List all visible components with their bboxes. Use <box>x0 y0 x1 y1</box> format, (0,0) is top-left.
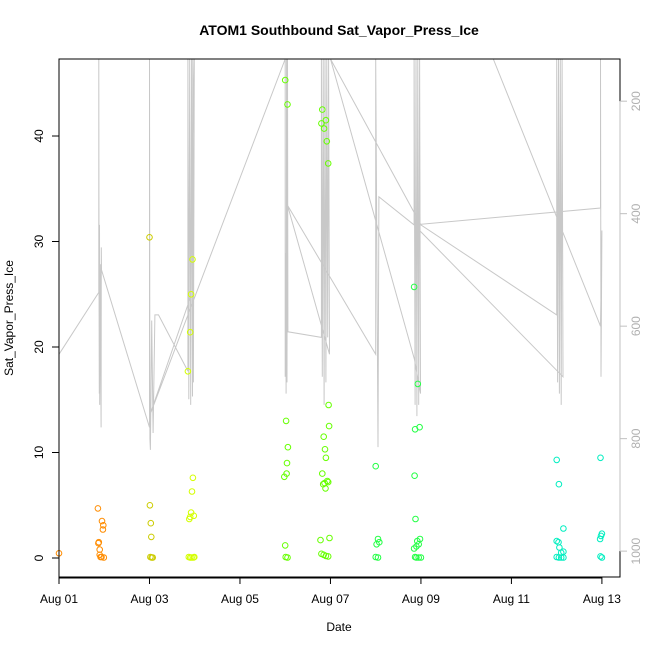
scatter-point <box>318 120 325 127</box>
y-tick-label: 40 <box>32 129 46 143</box>
x-tick-label: Aug 03 <box>130 592 168 606</box>
scatter-point <box>281 473 288 481</box>
pressure-line-layer <box>58 58 603 450</box>
scatter-point <box>322 485 329 492</box>
scatter-point <box>187 291 195 298</box>
scatter-point <box>147 519 155 527</box>
scatter-point <box>319 470 326 477</box>
y-axis: 0 10 20 30 40 <box>32 129 60 561</box>
scatter-point <box>597 553 604 560</box>
scatter-point <box>410 283 418 291</box>
y-tick-label: 30 <box>32 235 46 249</box>
scatter-point <box>191 553 198 561</box>
scatter-point <box>186 328 194 336</box>
x-tick-label: Aug 09 <box>402 592 440 606</box>
scatter-point <box>281 76 289 84</box>
scatter-point <box>317 536 324 544</box>
scatter-point <box>417 554 425 561</box>
scatter-point <box>560 525 567 532</box>
scatter-point <box>322 454 330 462</box>
x-tick-label: Aug 05 <box>221 592 259 606</box>
y-tick-label: 10 <box>32 446 46 460</box>
scatter-layer <box>55 76 606 561</box>
scatter-point <box>322 116 330 124</box>
scatter-point <box>94 505 102 512</box>
scatter-point <box>184 368 192 375</box>
scatter-point <box>376 538 383 546</box>
scatter-point <box>323 138 331 145</box>
scatter-point <box>325 401 332 409</box>
y-tick-label: 0 <box>32 554 46 561</box>
scatter-point <box>416 423 423 431</box>
y-tick-label: 20 <box>32 340 46 354</box>
scatter-point <box>372 462 380 470</box>
scatter-point <box>319 106 326 113</box>
y2-tick-label: 200 <box>629 91 643 111</box>
y2-tick-label: 1000 <box>629 537 643 564</box>
scatter-point <box>414 380 422 388</box>
x-tick-label: Aug 07 <box>311 592 349 606</box>
scatter-point <box>149 554 156 561</box>
scatter-point <box>100 522 107 529</box>
scatter-point <box>412 515 419 523</box>
scatter-point <box>325 422 333 430</box>
scatter-point <box>189 256 196 263</box>
pressure-line <box>58 58 603 450</box>
scatter-point <box>597 454 604 462</box>
y2-axis: 200 400 600 800 1000 <box>619 91 643 564</box>
scatter-point <box>146 234 153 241</box>
y2-tick-label: 800 <box>629 428 643 448</box>
scatter-point <box>557 554 565 561</box>
scatter-point <box>188 554 195 561</box>
y-axis-label: Sat_Vapor_Press_Ice <box>2 260 16 376</box>
y2-tick-label: 400 <box>629 203 643 223</box>
scatter-point <box>374 535 382 543</box>
scatter-point <box>284 101 291 108</box>
scatter-point <box>146 502 154 509</box>
scatter-point <box>283 459 291 467</box>
scatter-point <box>560 554 567 561</box>
scatter-point <box>321 446 329 453</box>
scatter-point <box>96 551 103 559</box>
y2-tick-label: 600 <box>629 316 643 336</box>
x-tick-label: Aug 01 <box>40 592 78 606</box>
scatter-point <box>95 538 103 546</box>
scatter-point <box>555 554 563 561</box>
scatter-point <box>190 512 198 520</box>
scatter-point <box>413 554 420 561</box>
scatter-point <box>99 526 107 533</box>
x-tick-label: Aug 13 <box>583 592 621 606</box>
scatter-point <box>553 456 561 464</box>
scatter-point <box>282 417 290 425</box>
scatter-point <box>411 472 418 480</box>
scatter-point <box>281 542 289 549</box>
scatter-point <box>596 535 604 543</box>
scatter-point <box>324 160 332 167</box>
scatter-point <box>324 553 332 560</box>
scatter-point <box>598 554 606 561</box>
scatter-point <box>320 433 328 441</box>
scatter-point <box>98 517 106 525</box>
scatter-point <box>414 537 421 545</box>
scatter-point <box>555 480 563 488</box>
scatter-point <box>320 125 328 132</box>
scatter-point <box>284 443 292 451</box>
x-axis-label: Date <box>326 620 352 634</box>
x-axis: Aug 01 Aug 03 Aug 05 Aug 07 Aug 09 Aug 11 Aug … <box>40 577 621 606</box>
scatter-point <box>188 488 196 495</box>
scatter-point <box>284 554 291 561</box>
scatter-point <box>374 554 382 561</box>
scatter-point <box>415 554 423 561</box>
scatter-point <box>189 474 197 482</box>
scatter-point <box>186 513 194 521</box>
x-tick-label: Aug 11 <box>493 592 530 606</box>
scatter-point <box>324 478 332 486</box>
scatter-point <box>324 477 331 485</box>
scatter-point <box>326 534 333 542</box>
chart-title: ATOM1 Southbound Sat_Vapor_Press_Ice <box>199 22 479 38</box>
scatter-point <box>148 533 155 541</box>
